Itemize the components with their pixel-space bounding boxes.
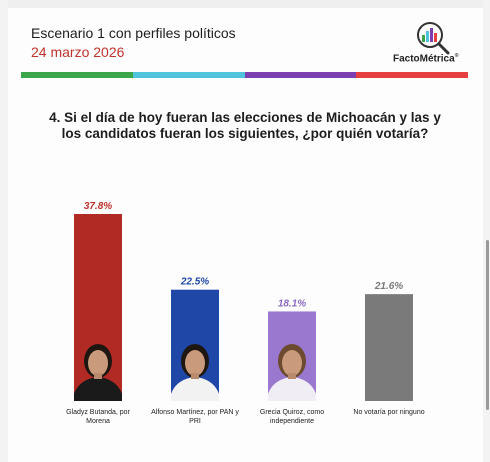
color-stripe <box>21 72 468 78</box>
stripe-cyan <box>132 72 245 78</box>
top-edge <box>0 0 490 8</box>
stripe-purple <box>244 72 357 78</box>
brand-logo-icon <box>417 22 450 55</box>
value-label-3: 18.1% <box>278 298 306 309</box>
bar-4 <box>365 294 413 401</box>
category-label-3-line-1: Grecia Quiroz, como <box>260 409 324 416</box>
header-date: 24 marzo 2026 <box>31 44 125 60</box>
stripe-red <box>356 72 468 78</box>
scrollbar-thumb[interactable] <box>486 240 489 410</box>
candidate-portrait-2 <box>171 344 219 401</box>
candidate-portrait-1 <box>74 344 122 401</box>
brand-name: FactoMétrica® <box>393 53 459 65</box>
left-edge <box>0 0 8 462</box>
value-label-4: 21.6% <box>374 281 403 292</box>
value-label-2: 22.5% <box>180 277 209 288</box>
category-label-2-line-1: Alfonso Martínez, por PAN y <box>151 409 239 416</box>
category-label-1-line-1: Gladyz Butanda, por <box>66 409 130 416</box>
stripe-green <box>21 72 133 78</box>
category-label-1-line-2: Morena <box>86 418 110 425</box>
category-label-2-line-2: PRI <box>189 418 201 425</box>
category-label-4-line-1: No votaría por ninguno <box>353 409 424 416</box>
candidate-portrait-3 <box>268 344 316 401</box>
category-label-3-line-2: independiente <box>270 418 314 425</box>
value-label-1: 37.8% <box>84 201 112 212</box>
right-edge <box>483 0 490 462</box>
header-title: Escenario 1 con perfiles políticos <box>31 25 236 41</box>
question-title: 4. Si el día de hoy fueran las eleccione… <box>49 110 441 141</box>
